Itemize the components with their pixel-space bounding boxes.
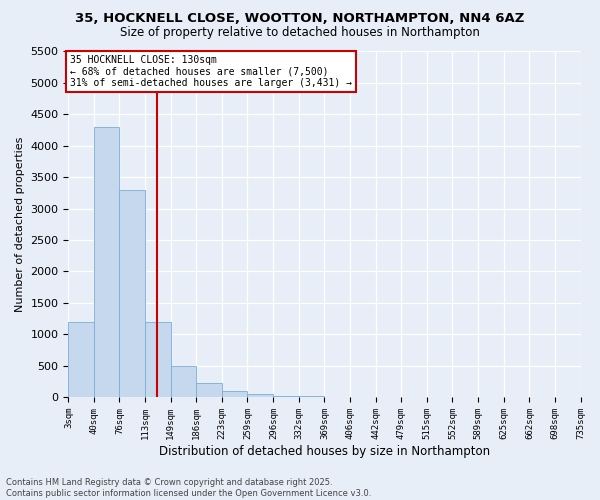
Text: 35, HOCKNELL CLOSE, WOOTTON, NORTHAMPTON, NN4 6AZ: 35, HOCKNELL CLOSE, WOOTTON, NORTHAMPTON… <box>76 12 524 26</box>
Bar <box>299 396 325 397</box>
Text: Size of property relative to detached houses in Northampton: Size of property relative to detached ho… <box>120 26 480 39</box>
Bar <box>119 190 145 397</box>
Bar <box>247 394 274 397</box>
Text: Contains HM Land Registry data © Crown copyright and database right 2025.
Contai: Contains HM Land Registry data © Crown c… <box>6 478 371 498</box>
Y-axis label: Number of detached properties: Number of detached properties <box>15 136 25 312</box>
Bar <box>68 322 94 397</box>
Bar <box>145 322 170 397</box>
X-axis label: Distribution of detached houses by size in Northampton: Distribution of detached houses by size … <box>159 444 490 458</box>
Bar <box>196 383 223 397</box>
Bar <box>94 127 119 397</box>
Bar <box>223 390 247 397</box>
Bar <box>170 366 196 397</box>
Bar <box>274 396 299 397</box>
Text: 35 HOCKNELL CLOSE: 130sqm
← 68% of detached houses are smaller (7,500)
31% of se: 35 HOCKNELL CLOSE: 130sqm ← 68% of detac… <box>70 54 352 88</box>
